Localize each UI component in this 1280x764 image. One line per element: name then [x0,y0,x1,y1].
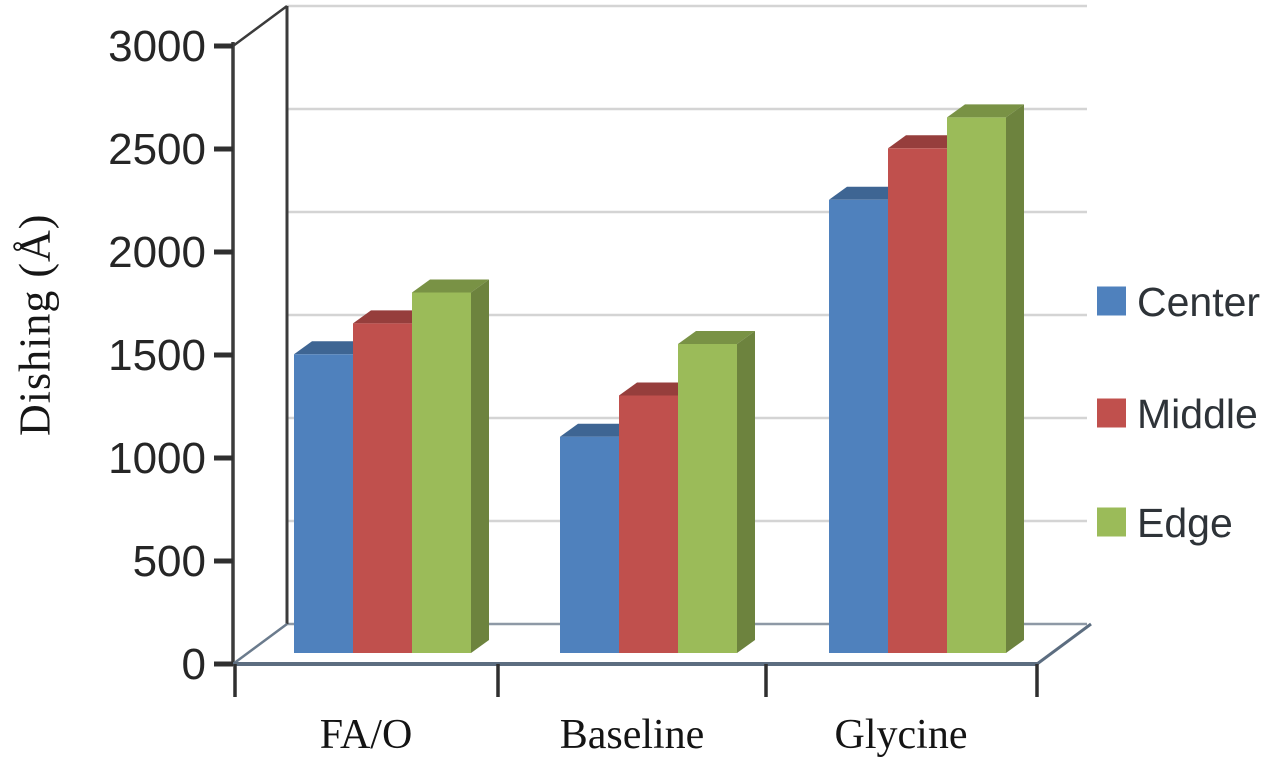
legend-swatch-middle [1097,398,1126,428]
bar-middle-baseline-top [619,382,696,396]
bar-edge-baseline [678,344,737,653]
legend-label-center: Center [1137,279,1260,325]
bar-center-glycine [829,199,888,654]
bar-middle-glycine [888,148,947,654]
bar-edge-baseline-top [678,331,755,344]
bar-edge-glycine-side [1006,104,1024,653]
bar-middle-fa-o [353,323,412,653]
y-tick-label-1500: 1500 [108,331,206,380]
bar-center-fa-o-top [294,341,371,355]
bar-edge-glycine [947,117,1006,653]
legend-swatch-center [1097,286,1126,316]
legend-label-middle: Middle [1137,391,1258,437]
bar-center-fa-o [294,354,353,653]
legend-label-edge: Edge [1137,500,1233,546]
bar-center-baseline-top [560,423,637,437]
category-label-fa-o: FA/O [320,712,413,758]
y-tick-label-500: 500 [133,537,206,586]
floor-left-depth-edge [232,622,288,666]
bar-middle-fa-o-top [353,310,430,324]
floor-right-depth-edge [1036,622,1092,666]
bar-edge-fa-o-top [412,279,489,293]
bar-edge-glycine-top [947,104,1024,118]
y-tick-label-1000: 1000 [108,434,206,483]
legend-swatch-edge [1097,507,1126,537]
bar-middle-baseline [619,395,678,653]
bar-middle-glycine-top [888,135,965,149]
bar-edge-fa-o-side [471,279,489,653]
bar-center-baseline [560,436,619,653]
y-tick-label-2000: 2000 [108,228,206,277]
plot-top-depth-edge [232,4,288,48]
bar-center-glycine-top [829,186,906,200]
category-label-baseline: Baseline [560,712,705,758]
bar-edge-fa-o [412,292,471,653]
y-tick-label-0: 0 [182,640,206,689]
bar-edge-baseline-side [737,331,755,653]
y-tick-label-2500: 2500 [108,125,206,174]
category-label-glycine: Glycine [835,712,968,758]
y-tick-label-3000: 3000 [108,22,206,71]
